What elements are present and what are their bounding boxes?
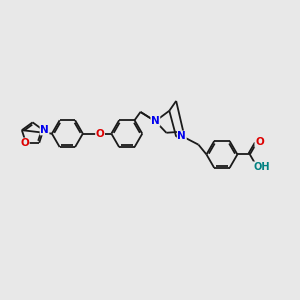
Text: N: N (177, 131, 186, 141)
Text: N: N (40, 125, 49, 135)
Text: O: O (96, 129, 104, 139)
Text: O: O (20, 138, 29, 148)
Text: O: O (255, 137, 264, 147)
Text: OH: OH (253, 162, 270, 172)
Text: N: N (151, 116, 160, 126)
